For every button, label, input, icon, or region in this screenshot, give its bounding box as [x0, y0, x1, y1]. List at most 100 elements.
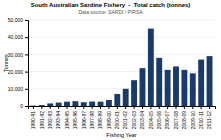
tick: 0: [20, 103, 28, 109]
axis-line: [29, 107, 216, 110]
chart: South Australian Sardine Fishery - Total…: [0, 0, 221, 140]
title: South Australian Sardine Fishery - Total…: [31, 2, 191, 8]
grid-line: [28, 20, 215, 21]
tick-label: 50,000: [8, 17, 24, 23]
tick: 10,000: [8, 86, 28, 92]
tick-mark: [58, 106, 59, 109]
tick-label: 2010-11: [198, 111, 204, 129]
tick-label: 1999-00: [106, 111, 112, 130]
tick: 2008-09: [181, 106, 187, 129]
tick: 2001-02: [122, 106, 128, 129]
grid-line: [28, 37, 215, 38]
tick: 2004-05: [148, 106, 154, 129]
tick-mark: [184, 106, 185, 109]
tick-label: 1998-99: [97, 111, 103, 130]
tick-mark: [25, 37, 28, 38]
tick-label: 20,000: [8, 69, 24, 75]
tick-mark: [159, 106, 160, 109]
tick: 1994-95: [64, 106, 70, 129]
tick-label: 2005-06: [156, 111, 162, 130]
bar: [64, 102, 70, 106]
tick-label: 1990-91: [30, 111, 36, 130]
tick-mark: [134, 106, 135, 109]
tick: 2010-11: [198, 106, 204, 129]
tick: 40,000: [8, 34, 28, 40]
tick: 1997-98: [89, 106, 95, 129]
tick: 2002-03: [131, 106, 137, 129]
tick-mark: [25, 106, 28, 107]
tick-label: 2001-02: [122, 111, 128, 130]
tick-label: 2009-10: [190, 111, 196, 130]
tick: 30,000: [8, 52, 28, 58]
grid-line: [28, 54, 215, 55]
tick-mark: [176, 106, 177, 109]
tick: 1995-96: [72, 106, 78, 129]
tick-mark: [75, 106, 76, 109]
tick: 1990-91: [30, 106, 36, 129]
tick: 50,000: [8, 17, 28, 23]
tick-mark: [92, 106, 93, 109]
bar: [156, 58, 162, 106]
tick-label: 2000-01: [114, 111, 120, 130]
tick-mark: [100, 106, 101, 109]
tick-mark: [201, 106, 202, 109]
tick-mark: [83, 106, 84, 109]
tick: 1992-93: [47, 106, 53, 129]
tick-mark: [25, 72, 28, 73]
bar: [123, 89, 129, 106]
plot: 010,00020,00030,00040,00050,0001990-9119…: [8, 17, 216, 129]
tick: 1991-92: [39, 106, 45, 129]
tick-mark: [33, 106, 34, 109]
bar: [31, 105, 37, 106]
tick-label: 1992-93: [47, 111, 53, 130]
tick: 2005-06: [156, 106, 162, 129]
tick-label: 2003-04: [139, 111, 145, 130]
tick-label: 1995-96: [72, 111, 78, 130]
tick-label: 1997-98: [89, 111, 95, 130]
tick-label: 2011-12: [206, 111, 212, 129]
bar: [106, 100, 112, 106]
x-axis: 1990-911991-921992-931993-941994-951995-…: [29, 106, 216, 129]
tick-label: 40,000: [8, 34, 24, 40]
tick: 1999-00: [106, 106, 112, 129]
bar: [39, 105, 45, 106]
tick: 20,000: [8, 69, 28, 75]
tick-mark: [66, 106, 67, 109]
bar: [181, 70, 187, 106]
tick-label: 0: [20, 103, 23, 109]
bar: [47, 103, 53, 106]
x-axis-title: Fishing Year: [106, 132, 136, 138]
bar: [207, 56, 213, 106]
bar: [140, 68, 146, 106]
tick: 1993-94: [55, 106, 61, 129]
subtitle: Data source: SARDI / PIRSA: [78, 9, 143, 15]
axis-line: [25, 21, 29, 107]
bar: [165, 70, 171, 106]
tick-mark: [25, 20, 28, 21]
tick-label: 30,000: [8, 52, 24, 58]
tick: 2003-04: [139, 106, 145, 129]
tick-mark: [125, 106, 126, 109]
tick-label: 1996-97: [81, 111, 87, 130]
tick-mark: [41, 106, 42, 109]
tick: 1996-97: [81, 106, 87, 129]
tick-mark: [117, 106, 118, 109]
bar: [56, 103, 62, 106]
bar: [190, 73, 196, 106]
tick-mark: [209, 106, 210, 109]
tick-label: 2008-09: [181, 111, 187, 130]
tick: 2006-07: [164, 106, 170, 129]
bar: [173, 66, 179, 106]
tick-label: 10,000: [8, 86, 24, 92]
tick-label: 2007-08: [173, 111, 179, 130]
tick-mark: [192, 106, 193, 109]
bar: [198, 60, 204, 106]
tick-mark: [142, 106, 143, 109]
bar: [131, 80, 137, 106]
y-axis-title: Tonnes: [3, 54, 9, 72]
tick-mark: [150, 106, 151, 109]
tick-label: 1993-94: [55, 111, 61, 130]
tick-label: 2004-05: [148, 111, 154, 130]
tick-mark: [25, 89, 28, 90]
bar: [148, 29, 154, 106]
